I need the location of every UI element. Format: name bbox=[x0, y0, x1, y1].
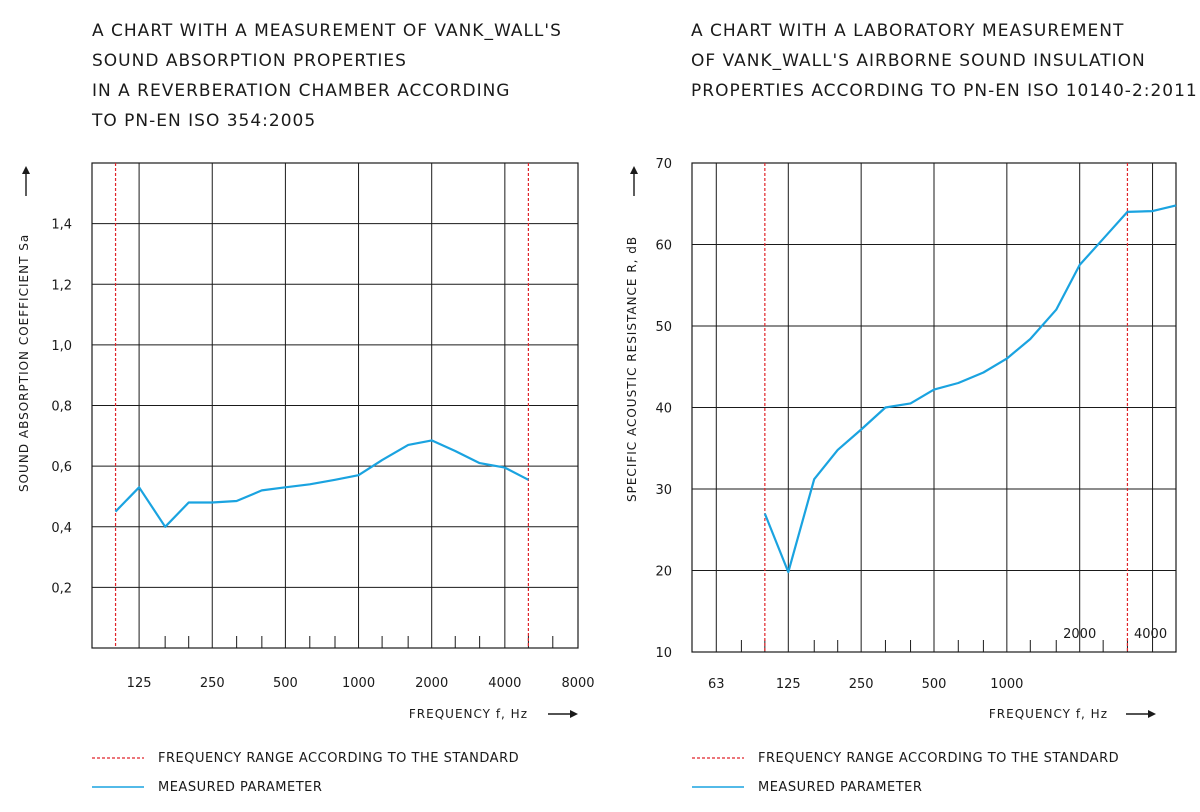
y-tick-label: 50 bbox=[655, 320, 672, 335]
x-axis-arrowhead bbox=[1148, 710, 1156, 718]
y-tick-label: 1,4 bbox=[51, 218, 72, 233]
title-line: SOUND ABSORPTION PROPERTIES bbox=[92, 51, 407, 71]
y-tick-label: 1,0 bbox=[51, 339, 72, 354]
x-tick-label: 63 bbox=[708, 677, 725, 692]
y-tick-label: 1,2 bbox=[51, 278, 72, 293]
title-line: PROPERTIES ACCORDING TO PN-EN ISO 10140-… bbox=[691, 81, 1198, 101]
title-line: OF VANK_WALL'S AIRBORNE SOUND INSULATION bbox=[691, 51, 1146, 71]
y-axis-label: SOUND ABSORPTION COEFFICIENT Sa bbox=[17, 234, 31, 492]
y-tick-label: 60 bbox=[655, 239, 672, 254]
y-tick-label: 10 bbox=[655, 646, 672, 661]
title-line: A CHART WITH A LABORATORY MEASUREMENT bbox=[691, 21, 1125, 41]
x-tick-label: 4000 bbox=[1134, 627, 1167, 642]
x-tick-label: 125 bbox=[127, 676, 152, 691]
y-tick-label: 40 bbox=[655, 402, 672, 417]
x-tick-label: 2000 bbox=[1063, 627, 1096, 642]
x-tick-label: 250 bbox=[200, 676, 225, 691]
x-tick-label: 4000 bbox=[488, 676, 521, 691]
legend-measured-label: MEASURED PARAMETER bbox=[158, 780, 322, 795]
right-chart-title: A CHART WITH A LABORATORY MEASUREMENT OF… bbox=[691, 16, 1198, 106]
y-axis-arrowhead bbox=[630, 166, 638, 174]
measured-series-line bbox=[763, 204, 1177, 574]
legend-range-label: FREQUENCY RANGE ACCORDING TO THE STANDAR… bbox=[158, 751, 519, 766]
title-line: TO PN-EN ISO 354:2005 bbox=[92, 111, 317, 131]
y-tick-label: 70 bbox=[655, 157, 672, 172]
title-line: IN A REVERBERATION CHAMBER ACCORDING bbox=[92, 81, 511, 101]
y-tick-label: 20 bbox=[655, 565, 672, 580]
x-axis-arrowhead bbox=[570, 710, 578, 718]
insulation-chart: 63 125 250 500 1000 2000 4000 10 20 30 40 50 60 70 FRE… bbox=[625, 157, 1177, 795]
absorption-chart: 125 250 500 1000 2000 4000 8000 0,2 0,4 0,6 0,8 1,0… bbox=[17, 162, 595, 795]
x-tick-label: 1000 bbox=[342, 676, 375, 691]
y-axis-arrowhead bbox=[22, 166, 30, 174]
x-tick-label: 2000 bbox=[415, 676, 448, 691]
y-tick-label: 0,8 bbox=[51, 400, 72, 415]
y-axis-label: SPECIFIC ACOUSTIC RESISTANCE R, dB bbox=[625, 236, 639, 502]
x-tick-label: 500 bbox=[922, 677, 947, 692]
legend: FREQUENCY RANGE ACCORDING TO THE STANDAR… bbox=[92, 751, 519, 795]
x-tick-label: 8000 bbox=[561, 676, 594, 691]
x-axis-label: FREQUENCY f, Hz bbox=[989, 707, 1108, 721]
x-axis-label: FREQUENCY f, Hz bbox=[409, 707, 528, 721]
legend: FREQUENCY RANGE ACCORDING TO THE STANDAR… bbox=[692, 751, 1119, 795]
x-tick-label: 125 bbox=[776, 677, 801, 692]
left-chart-title: A CHART WITH A MEASUREMENT OF VANK_WALL'… bbox=[92, 16, 562, 136]
y-tick-label: 30 bbox=[655, 483, 672, 498]
x-tick-label: 250 bbox=[849, 677, 874, 692]
y-tick-label: 0,4 bbox=[51, 521, 72, 536]
x-tick-label: 500 bbox=[273, 676, 298, 691]
x-tick-label: 1000 bbox=[990, 677, 1023, 692]
legend-range-label: FREQUENCY RANGE ACCORDING TO THE STANDAR… bbox=[758, 751, 1119, 766]
measured-series-line bbox=[114, 439, 529, 528]
legend-measured-label: MEASURED PARAMETER bbox=[758, 780, 922, 795]
title-line: A CHART WITH A MEASUREMENT OF VANK_WALL'… bbox=[92, 21, 562, 41]
y-tick-label: 0,2 bbox=[51, 581, 72, 596]
y-tick-label: 0,6 bbox=[51, 460, 72, 475]
